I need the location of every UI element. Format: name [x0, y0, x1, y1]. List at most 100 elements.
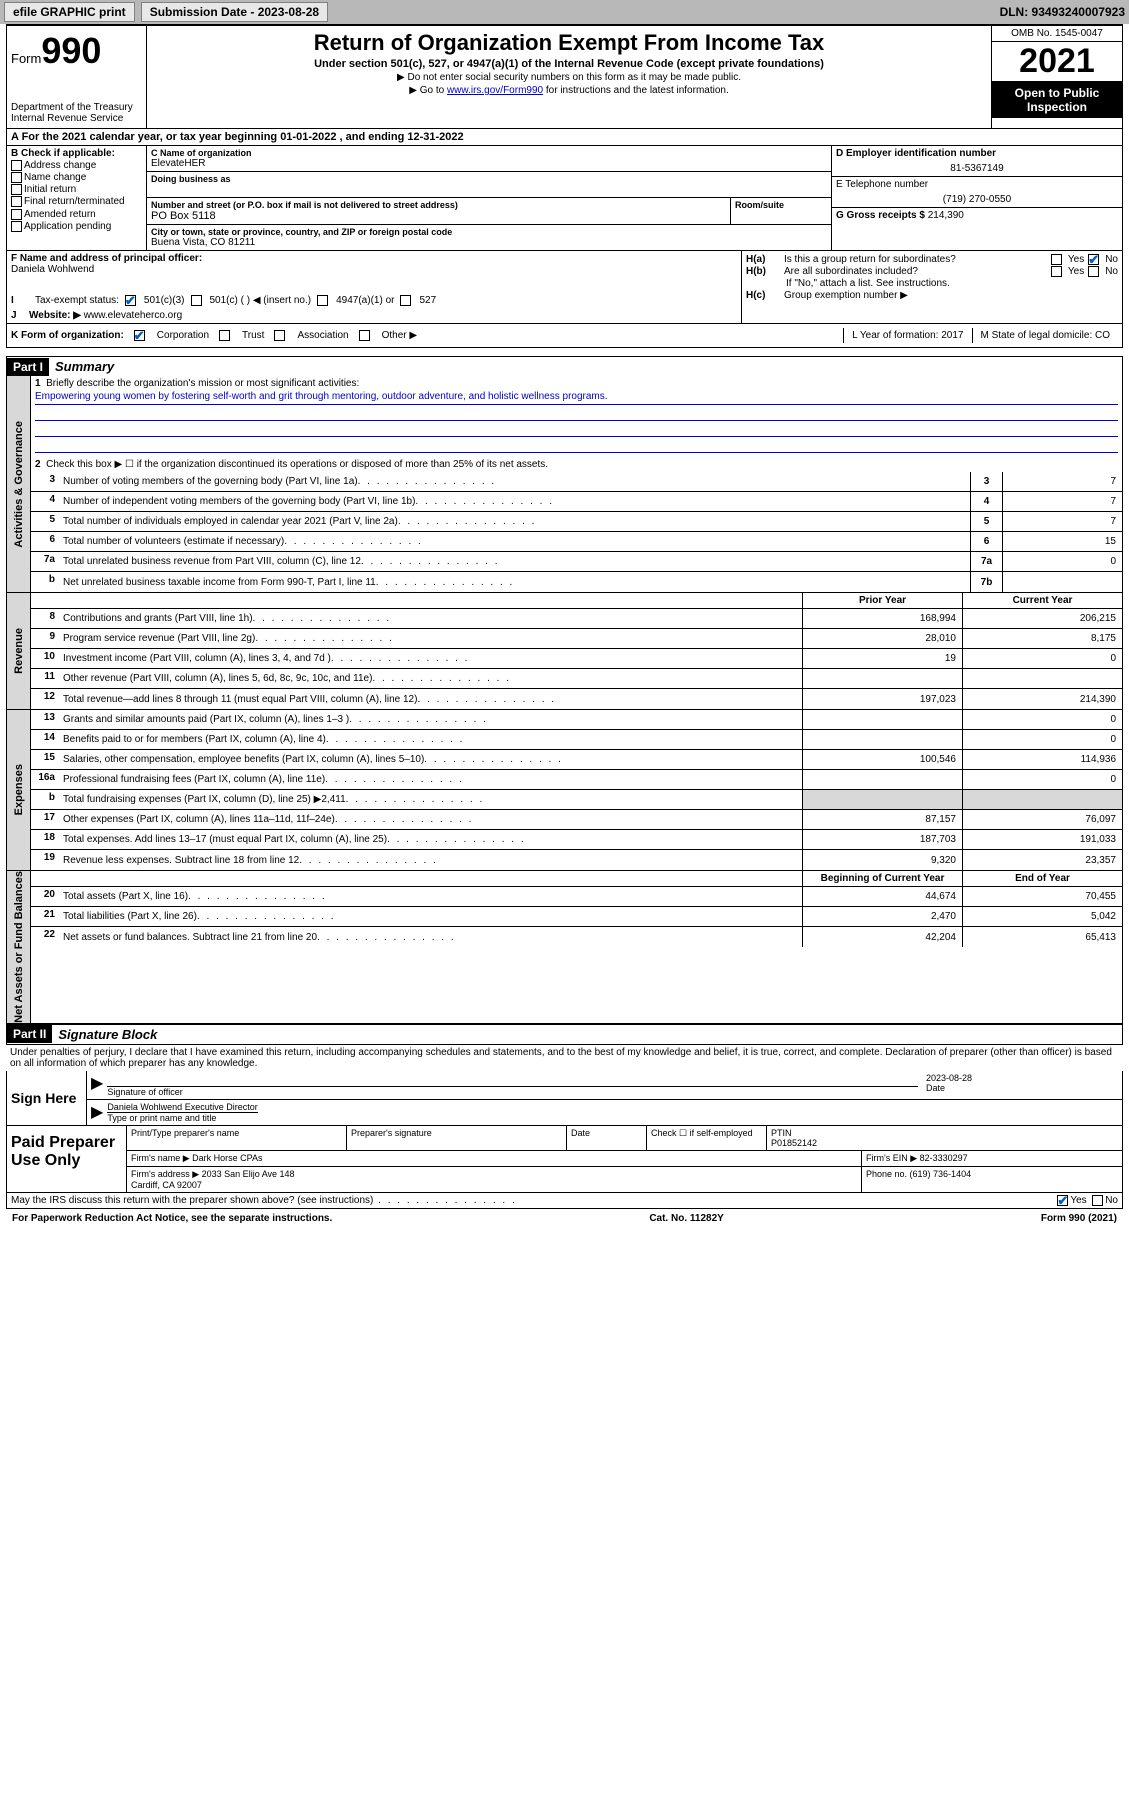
- phone-label: E Telephone number: [836, 179, 928, 190]
- ha-no[interactable]: [1088, 254, 1099, 265]
- gross-receipts-label: G Gross receipts $: [836, 210, 925, 221]
- form-number: 990: [41, 30, 101, 71]
- instr2-pre: ▶ Go to: [409, 85, 447, 96]
- discuss-no[interactable]: [1092, 1195, 1103, 1206]
- ptin-value: PTIN P01852142: [767, 1126, 1122, 1150]
- ha-yes[interactable]: [1051, 254, 1062, 265]
- submission-button[interactable]: Submission Date - 2023-08-28: [141, 2, 328, 22]
- firm-phone: Phone no. (619) 736-1404: [862, 1167, 1122, 1192]
- line-8: 8 Contributions and grants (Part VIII, l…: [31, 609, 1122, 629]
- irs-link[interactable]: www.irs.gov/Form990: [447, 85, 543, 96]
- year-formation: L Year of formation: 2017: [843, 328, 971, 343]
- gov-line-3: 3 Number of voting members of the govern…: [31, 472, 1122, 492]
- efile-button[interactable]: efile GRAPHIC print: [4, 2, 135, 22]
- tax-exempt-label: Tax-exempt status:: [35, 295, 119, 306]
- line-19: 19 Revenue less expenses. Subtract line …: [31, 850, 1122, 870]
- firm-address: Firm's address ▶ 2033 San Elijo Ave 148 …: [127, 1167, 862, 1192]
- gov-line-4: 4 Number of independent voting members o…: [31, 492, 1122, 512]
- ein-value: 81-5367149: [836, 163, 1118, 174]
- officer-printed-name: Daniela Wohlwend Executive Director: [107, 1102, 257, 1113]
- vtab-expenses: Expenses: [7, 710, 31, 870]
- gov-line-b: b Net unrelated business taxable income …: [31, 572, 1122, 592]
- form-org-label: K Form of organization:: [11, 330, 124, 341]
- perjury-declaration: Under penalties of perjury, I declare th…: [6, 1044, 1123, 1071]
- cb-other[interactable]: [359, 330, 370, 341]
- cb-address-change[interactable]: Address change: [24, 160, 96, 171]
- tax-year: 2021: [992, 42, 1122, 82]
- cb-527[interactable]: [400, 295, 411, 306]
- cb-amended-return[interactable]: Amended return: [24, 209, 96, 220]
- discuss-yes[interactable]: [1057, 1195, 1068, 1206]
- cb-initial-return[interactable]: Initial return: [24, 184, 76, 195]
- cb-association[interactable]: [274, 330, 285, 341]
- form-header: Form990 Department of the Treasury Inter…: [6, 24, 1123, 129]
- website-label: Website: ▶: [29, 310, 81, 321]
- footer-cat: Cat. No. 11282Y: [649, 1213, 723, 1224]
- cb-4947[interactable]: [317, 295, 328, 306]
- hdr-current-year: Current Year: [962, 593, 1122, 608]
- line-12: 12 Total revenue—add lines 8 through 11 …: [31, 689, 1122, 709]
- top-bar: efile GRAPHIC print Submission Date - 20…: [0, 0, 1129, 24]
- dln-label: DLN: 93493240007923: [1000, 5, 1125, 19]
- line-13: 13 Grants and similar amounts paid (Part…: [31, 710, 1122, 730]
- cb-final-return[interactable]: Final return/terminated: [24, 197, 125, 208]
- row-a-period: A For the 2021 calendar year, or tax yea…: [6, 129, 1123, 146]
- dept-label: Department of the Treasury Internal Reve…: [11, 102, 142, 124]
- cb-corporation[interactable]: [134, 330, 145, 341]
- website-value: www.elevateherco.org: [84, 310, 182, 321]
- instr-1: ▶ Do not enter social security numbers o…: [151, 72, 987, 83]
- line-b: b Total fundraising expenses (Part IX, c…: [31, 790, 1122, 810]
- city-label: City or town, state or province, country…: [151, 227, 827, 237]
- instr-2: ▶ Go to www.irs.gov/Form990 for instruct…: [151, 85, 987, 96]
- cb-501c3[interactable]: [125, 295, 136, 306]
- part1-title: Summary: [49, 357, 120, 376]
- vtab-net-assets: Net Assets or Fund Balances: [7, 871, 31, 1023]
- ha-label: Is this a group return for subordinates?: [784, 254, 1047, 265]
- line-15: 15 Salaries, other compensation, employe…: [31, 750, 1122, 770]
- cb-trust[interactable]: [219, 330, 230, 341]
- line-16a: 16a Professional fundraising fees (Part …: [31, 770, 1122, 790]
- state-domicile: M State of legal domicile: CO: [972, 328, 1119, 343]
- omb-number: OMB No. 1545-0047: [992, 26, 1122, 42]
- line-18: 18 Total expenses. Add lines 13–17 (must…: [31, 830, 1122, 850]
- cb-application-pending[interactable]: Application pending: [24, 221, 111, 232]
- line-14: 14 Benefits paid to or for members (Part…: [31, 730, 1122, 750]
- footer-form: Form 990 (2021): [1041, 1213, 1117, 1224]
- line-9: 9 Program service revenue (Part VIII, li…: [31, 629, 1122, 649]
- vtab-governance: Activities & Governance: [7, 376, 31, 592]
- instr2-post: for instructions and the latest informat…: [543, 85, 729, 96]
- line-21: 21 Total liabilities (Part X, line 26) 2…: [31, 907, 1122, 927]
- gov-line-7a: 7a Total unrelated business revenue from…: [31, 552, 1122, 572]
- officer-label: F Name and address of principal officer:: [11, 253, 202, 264]
- line2-label: Check this box ▶ ☐ if the organization d…: [46, 459, 548, 470]
- box-c: C Name of organization ElevateHER Doing …: [147, 146, 832, 250]
- hdr-beginning: Beginning of Current Year: [802, 871, 962, 886]
- dba-label: Doing business as: [151, 174, 827, 184]
- hb-yes[interactable]: [1051, 266, 1062, 277]
- preparer-date-label: Date: [567, 1126, 647, 1150]
- ein-label: D Employer identification number: [836, 148, 996, 159]
- cb-name-change[interactable]: Name change: [24, 172, 86, 183]
- preparer-name-label: Print/Type preparer's name: [127, 1126, 347, 1150]
- cb-501c[interactable]: [191, 295, 202, 306]
- city-state-zip: Buena Vista, CO 81211: [151, 237, 827, 248]
- discuss-label: May the IRS discuss this return with the…: [11, 1195, 517, 1206]
- line-17: 17 Other expenses (Part IX, column (A), …: [31, 810, 1122, 830]
- addr-label: Number and street (or P.O. box if mail i…: [151, 200, 726, 210]
- box-deg: D Employer identification number 81-5367…: [832, 146, 1122, 250]
- part2-title: Signature Block: [52, 1025, 163, 1044]
- org-name: ElevateHER: [151, 158, 827, 169]
- line1-label: Briefly describe the organization's miss…: [46, 378, 359, 389]
- hb-no[interactable]: [1088, 266, 1099, 277]
- mission-text: Empowering young women by fostering self…: [35, 391, 1118, 405]
- open-inspection: Open to Public Inspection: [992, 82, 1122, 118]
- room-label: Room/suite: [735, 200, 827, 210]
- paid-preparer-label: Paid Preparer Use Only: [7, 1126, 127, 1192]
- officer-name: Daniela Wohlwend: [11, 264, 94, 275]
- sign-here-label: Sign Here: [7, 1071, 87, 1125]
- box-b: B Check if applicable: Address change Na…: [7, 146, 147, 250]
- vtab-revenue: Revenue: [7, 593, 31, 709]
- form-title: Return of Organization Exempt From Incom…: [151, 30, 987, 56]
- firm-ein: Firm's EIN ▶ 82-3330297: [862, 1151, 1122, 1166]
- form-label: Form: [11, 51, 41, 66]
